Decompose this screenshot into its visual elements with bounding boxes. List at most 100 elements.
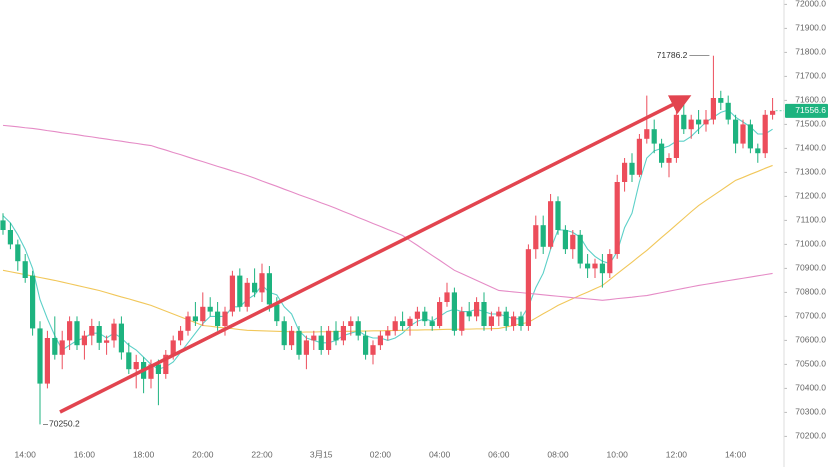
candle-body <box>607 254 613 274</box>
candle-body <box>577 234 583 264</box>
candle-body <box>207 306 213 312</box>
candle-body <box>377 335 383 346</box>
y-tick-label: 70300.0 <box>795 407 826 417</box>
candle-body <box>252 282 258 293</box>
candle-body <box>688 119 694 130</box>
candle-body <box>429 321 435 326</box>
candle-body <box>333 330 339 341</box>
x-tick-label: 3月15 <box>310 449 333 459</box>
candle-body <box>348 321 354 326</box>
candle-body <box>126 352 132 370</box>
candle-body <box>496 311 502 317</box>
candle-body <box>170 340 176 355</box>
candle-body <box>340 326 346 341</box>
candle-body <box>673 114 679 158</box>
y-tick-label: 70500.0 <box>795 359 826 369</box>
candle-body <box>392 321 398 331</box>
candle-body <box>570 234 576 250</box>
y-tick-label: 71200.0 <box>795 191 826 201</box>
candle-body <box>22 261 28 278</box>
min-label: 70250.2 <box>49 419 80 429</box>
candle-body <box>266 273 272 305</box>
candle-body <box>592 263 598 269</box>
x-tick-label: 10:00 <box>607 449 629 459</box>
y-tick-label: 71000.0 <box>795 239 826 249</box>
candle-body <box>636 138 642 175</box>
x-tick-label: 06:00 <box>488 449 510 459</box>
candle-body <box>15 244 21 262</box>
candle-body <box>385 330 391 336</box>
candle-body <box>296 330 302 355</box>
candle-body <box>474 302 480 317</box>
candle-body <box>488 316 494 326</box>
x-tick-label: 14:00 <box>725 449 747 459</box>
candle-body <box>118 323 124 353</box>
x-tick-label: 08:00 <box>547 449 569 459</box>
x-tick-label: 22:00 <box>251 449 273 459</box>
candle-body <box>274 304 280 322</box>
x-tick-label: 04:00 <box>429 449 451 459</box>
candle-body <box>666 158 672 163</box>
y-tick-label: 70600.0 <box>795 335 826 345</box>
candle-body <box>555 201 561 230</box>
candle-body <box>81 335 87 346</box>
candle-body <box>318 335 324 350</box>
y-tick-label: 70700.0 <box>795 311 826 321</box>
candle-body <box>503 311 509 326</box>
candle-body <box>451 292 457 331</box>
candle-body <box>222 311 228 326</box>
candle-body <box>363 335 369 355</box>
candle-body <box>289 330 295 346</box>
candle-body <box>481 302 487 326</box>
candle-body <box>303 340 309 355</box>
candle-body <box>370 345 376 355</box>
y-tick-label: 71100.0 <box>796 215 826 225</box>
y-tick-label: 71900.0 <box>795 23 826 33</box>
candle-body <box>629 162 635 175</box>
trend-arrow <box>59 95 692 414</box>
candle-body <box>614 182 620 254</box>
candle-body <box>414 311 420 319</box>
x-tick-label: 02:00 <box>370 449 392 459</box>
candle-body <box>163 354 169 374</box>
y-tick-label: 70400.0 <box>795 383 826 393</box>
candle-body <box>37 328 43 384</box>
candle-body <box>7 230 13 245</box>
y-tick-label: 71700.0 <box>795 71 826 81</box>
candle-body <box>59 340 65 355</box>
candle-body <box>681 114 687 130</box>
candle-body <box>326 330 332 350</box>
last-price-tag <box>785 103 828 118</box>
candle-body <box>437 302 443 326</box>
candle-body <box>518 316 524 326</box>
x-tick-label: 16:00 <box>74 449 96 459</box>
y-tick-label: 71600.0 <box>795 95 826 105</box>
x-tick-label: 20:00 <box>192 449 214 459</box>
candle-body <box>133 362 139 370</box>
candle-body <box>459 311 465 331</box>
candle-body <box>755 148 761 154</box>
candle-body <box>703 119 709 125</box>
candle-body <box>562 230 568 250</box>
candle-body <box>229 275 235 312</box>
candle-body <box>725 102 731 120</box>
ma-line <box>2 124 773 301</box>
candle-body <box>770 110 776 115</box>
candle-body <box>733 119 739 144</box>
candle-body <box>599 263 605 274</box>
candle-body <box>710 98 716 120</box>
candle-body <box>104 340 110 343</box>
candle-body <box>244 282 250 307</box>
candle-body <box>44 338 50 384</box>
candle-body <box>200 306 206 322</box>
candle-body <box>74 321 80 346</box>
candle-body <box>148 364 154 379</box>
candle-body <box>355 321 361 336</box>
candle-body <box>644 129 650 139</box>
candle-body <box>422 311 428 322</box>
candle-body <box>696 119 702 125</box>
candle-body <box>747 124 753 149</box>
candle-body <box>407 318 413 326</box>
